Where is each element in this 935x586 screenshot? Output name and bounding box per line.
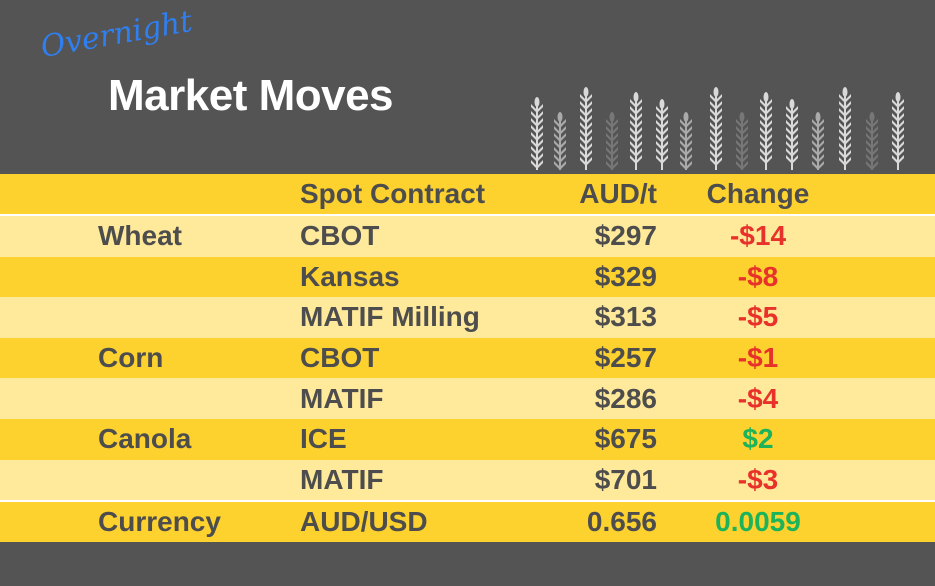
page-subtitle: Overnight — [38, 3, 195, 66]
price-cell: $329 — [594, 260, 657, 292]
wheat-stalk-icon — [892, 92, 904, 170]
commodity-cell: Currency — [98, 506, 221, 538]
contract-cell: MATIF — [300, 463, 384, 495]
change-cell: $2 — [742, 423, 774, 455]
commodity-cell: Canola — [98, 423, 192, 455]
contract-cell: MATIF Milling — [300, 301, 480, 333]
column-header-contract: Spot Contract — [300, 178, 486, 209]
header-banner: Overnight Market Moves — [0, 0, 935, 172]
contract-cell: ICE — [300, 423, 347, 455]
contract-cell: CBOT — [300, 220, 380, 252]
wheat-stalk-icon — [531, 97, 543, 170]
change-cell: -$4 — [737, 382, 779, 414]
wheat-stalk-icon — [680, 112, 692, 170]
wheat-stalk-icon — [736, 112, 748, 170]
table-row: Canola ICE $675 $2 — [0, 418, 935, 460]
column-header-price: AUD/t — [579, 178, 657, 209]
change-cell: -$8 — [737, 260, 779, 292]
column-header-change: Change — [706, 178, 810, 209]
market-table: Spot Contract AUD/t Change Wheat CBOT $297… — [0, 174, 935, 543]
price-cell: $675 — [594, 423, 657, 455]
table-row: MATIF $701 -$3 — [0, 459, 935, 501]
table-row: Currency AUD/USD 0.656 0.0059 — [0, 500, 935, 543]
price-cell: 0.656 — [586, 506, 657, 538]
change-cell: -$14 — [729, 220, 787, 252]
change-cell: 0.0059 — [715, 506, 801, 538]
commodity-cell: Corn — [98, 342, 164, 374]
commodity-cell: Wheat — [98, 220, 182, 252]
table-row: MATIF $286 -$4 — [0, 378, 935, 419]
wheat-stalks-icon — [531, 87, 904, 170]
table-row: Corn CBOT $257 -$1 — [0, 337, 935, 379]
contract-cell: MATIF — [300, 382, 384, 414]
wheat-stalk-icon — [656, 99, 668, 170]
wheat-stalk-icon — [606, 112, 618, 170]
wheat-stalk-icon — [866, 112, 878, 170]
page-title: Market Moves — [108, 71, 394, 120]
table-row: Wheat CBOT $297 -$14 — [0, 216, 935, 257]
contract-cell: Kansas — [300, 260, 400, 292]
price-cell: $313 — [594, 301, 657, 333]
wheat-stalk-icon — [839, 87, 851, 170]
wheat-stalk-icon — [786, 99, 798, 170]
change-cell: -$3 — [737, 463, 779, 495]
wheat-stalk-icon — [554, 112, 566, 170]
contract-cell: CBOT — [300, 342, 380, 374]
wheat-stalk-icon — [580, 87, 592, 170]
wheat-stalk-icon — [760, 92, 772, 170]
wheat-stalk-icon — [630, 92, 642, 170]
price-cell: $286 — [594, 382, 657, 414]
wheat-stalk-icon — [710, 87, 722, 170]
change-cell: -$1 — [737, 342, 779, 374]
price-cell: $297 — [594, 220, 657, 252]
table-row: Kansas $329 -$8 — [0, 256, 935, 298]
price-cell: $257 — [594, 342, 657, 374]
contract-cell: AUD/USD — [300, 506, 428, 538]
wheat-stalk-icon — [812, 112, 824, 170]
price-cell: $701 — [594, 463, 657, 495]
table-header: Spot Contract AUD/t Change — [0, 174, 935, 216]
change-cell: -$5 — [737, 301, 779, 333]
table-row: MATIF Milling $313 -$5 — [0, 297, 935, 338]
